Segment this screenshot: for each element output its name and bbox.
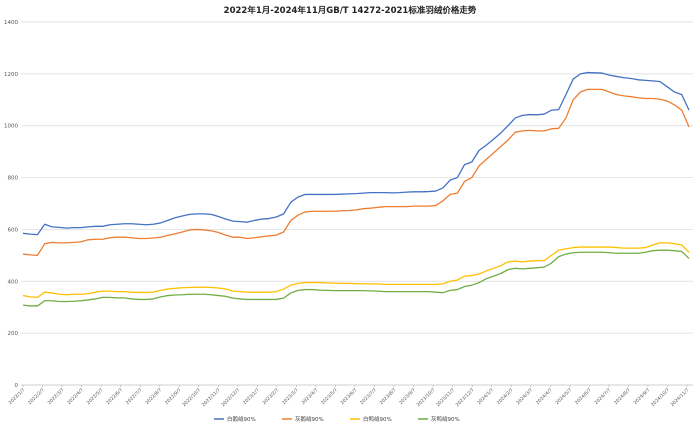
chart-title: 2022年1月-2024年11月GB/T 14272-2021标准羽绒价格走势 (224, 5, 477, 16)
x-tick-label: 2024/10/7 (650, 387, 671, 408)
x-tick-label: 2022/4/7 (66, 387, 85, 406)
x-tick-label: 2022/12/7 (220, 387, 241, 408)
x-tick-label: 2022/3/7 (47, 387, 66, 406)
x-tick-label: 2024/2/7 (496, 387, 515, 406)
x-tick-label: 2023/8/7 (379, 387, 398, 406)
x-tick-label: 2024/1/7 (476, 387, 495, 406)
x-tick-label: 2022/1/7 (8, 387, 27, 406)
x-tick-label: 2023/11/7 (435, 387, 456, 408)
x-tick-label: 2022/10/7 (181, 387, 202, 408)
y-tick-label: 1200 (4, 72, 18, 78)
series-line-1 (22, 71, 690, 236)
series-line-2 (22, 88, 690, 257)
y-axis-ticks: 0 200 400 600 800 1000 1200 1400 (4, 20, 19, 389)
x-tick-label: 2024/3/7 (515, 387, 534, 406)
x-tick-label: 2024/11/7 (670, 387, 691, 408)
x-tick-label: 2024/6/7 (574, 387, 593, 406)
legend-label: 白鹅绒90% (227, 415, 256, 423)
x-tick-label: 2023/1/7 (242, 387, 261, 406)
x-tick-label: 2024/9/7 (633, 387, 652, 406)
x-tick-label: 2022/5/7 (86, 387, 105, 406)
x-tick-label: 2023/10/7 (416, 387, 437, 408)
series-line-3 (22, 242, 690, 299)
x-tick-label: 2024/8/7 (613, 387, 632, 406)
x-tick-label: 2024/5/7 (554, 387, 573, 406)
legend-label: 灰鹅绒90% (295, 415, 324, 423)
x-tick-label: 2023/4/7 (301, 387, 320, 406)
x-tick-label: 2022/8/7 (144, 387, 163, 406)
x-tick-label: 2024/7/7 (593, 387, 612, 406)
x-tick-label: 2022/2/7 (27, 387, 46, 406)
y-tick-label: 1000 (4, 124, 18, 130)
legend-label: 灰鸭绒90% (431, 415, 460, 423)
x-tick-label: 2022/6/7 (105, 387, 124, 406)
y-tick-label: 800 (8, 176, 19, 182)
y-tick-label: 1400 (4, 20, 18, 26)
x-tick-label: 2023/5/7 (320, 387, 339, 406)
x-tick-label: 2023/12/7 (455, 387, 476, 408)
series-lines (22, 71, 690, 307)
x-tick-label: 2023/7/7 (359, 387, 378, 406)
x-tick-label: 2022/11/7 (201, 387, 222, 408)
x-tick-label: 2023/3/7 (281, 387, 300, 406)
series-line-4 (22, 249, 690, 307)
gridlines (21, 21, 693, 386)
y-tick-label: 200 (8, 331, 19, 337)
x-tick-label: 2023/9/7 (398, 387, 417, 406)
x-tick-label: 2024/4/7 (535, 387, 554, 406)
y-tick-label: 600 (8, 227, 19, 233)
x-tick-label: 2022/9/7 (164, 387, 183, 406)
legend: 白鹅绒90% 灰鹅绒90% 白鸭绒90% 灰鸭绒90% (214, 415, 460, 423)
x-tick-label: 2022/7/7 (125, 387, 144, 406)
x-axis-ticks: 2022/1/7 2022/2/7 2022/3/7 2022/4/7 2022/5/7… (8, 385, 691, 408)
legend-label: 白鸭绒90% (363, 415, 392, 423)
y-tick-label: 400 (8, 279, 19, 285)
x-tick-label: 2023/2/7 (261, 387, 280, 406)
y-tick-label: 0 (15, 383, 19, 389)
x-tick-label: 2023/6/7 (340, 387, 359, 406)
